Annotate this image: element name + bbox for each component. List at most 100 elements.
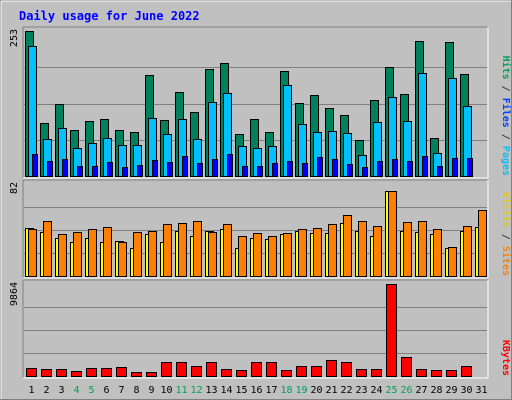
y-max-label: 9864 [9,282,20,306]
chart-panels: 253 Hits / Files / Pages 82 Visits / Sites 9… [9,26,512,379]
bar-pages-day-21 [332,159,338,177]
bar-pages-day-4 [77,166,83,177]
x-tick-label-day-6: 6 [103,385,109,396]
panel-side-label: Hits / Files / Pages [500,56,512,176]
bar-sites-day-22 [343,215,352,277]
x-tick-label-day-21: 21 [325,385,337,396]
bar-sites-day-18 [283,233,292,277]
bar-sites-day-28 [433,229,442,277]
bar-sites-day-15 [238,236,247,277]
bar-kbytes-day-10 [161,362,172,377]
x-tick-label-day-25: 25 [385,385,397,396]
x-tick-label-day-3: 3 [58,385,64,396]
bar-pages-day-11 [182,156,188,177]
x-tick-label-day-28: 28 [430,385,442,396]
bar-sites-day-4 [73,232,82,277]
bar-pages-day-13 [212,159,218,177]
bar-sites-day-25 [388,191,397,277]
side-label-part: Files [500,98,512,128]
bar-kbytes-day-1 [26,368,37,377]
bar-kbytes-day-6 [101,368,112,377]
bar-pages-day-23 [362,167,368,177]
bar-pages-day-10 [167,162,173,177]
bar-kbytes-day-7 [116,367,127,377]
bar-sites-day-11 [178,223,187,277]
bar-kbytes-day-27 [416,369,427,377]
bar-sites-day-16 [253,233,262,277]
bar-sites-day-17 [268,236,277,277]
x-tick-label-day-20: 20 [310,385,322,396]
chart-title: Daily usage for June 2022 [19,9,200,23]
x-tick-label-day-1: 1 [28,385,34,396]
x-tick-label-day-29: 29 [445,385,457,396]
bar-sites-day-12 [193,221,202,277]
y-max-label: 253 [9,29,20,47]
side-label-part: / [500,128,511,146]
bar-pages-day-6 [107,162,113,177]
bar-pages-day-29 [452,158,458,177]
bar-kbytes-day-2 [41,369,52,377]
bar-pages-day-28 [437,166,443,177]
bar-pages-day-18 [287,161,293,177]
y-max-label: 82 [9,182,20,194]
x-tick-label-day-9: 9 [148,385,154,396]
bar-kbytes-day-19 [296,366,307,377]
bar-sites-day-31 [478,210,487,277]
bar-kbytes-day-16 [251,362,262,377]
panel-side-label: KBytes [500,340,511,376]
side-label-part: / [500,228,511,246]
bar-kbytes-day-24 [371,369,382,377]
bar-pages-day-8 [137,165,143,177]
bar-kbytes-day-13 [206,362,217,377]
bar-pages-day-27 [422,156,428,177]
bar-kbytes-day-20 [311,366,322,377]
panel-pages-files-hits: 253 Hits / Files / Pages [9,26,512,179]
bar-pages-day-24 [377,161,383,177]
x-tick-label-day-15: 15 [235,385,247,396]
side-label-part: Pages [500,146,511,176]
x-tick-label-day-30: 30 [460,385,472,396]
side-label-part: KBytes [500,340,511,376]
x-tick-label-day-27: 27 [415,385,427,396]
bar-kbytes-day-17 [266,362,277,377]
x-tick-label-day-13: 13 [205,385,217,396]
bar-kbytes-day-21 [326,360,337,377]
bar-pages-day-19 [302,163,308,177]
bar-sites-day-29 [448,247,457,277]
side-label-part: Sites [500,246,512,276]
bar-pages-day-12 [197,163,203,177]
bar-kbytes-day-30 [461,366,472,377]
x-tick-label-day-14: 14 [220,385,232,396]
bar-kbytes-day-8 [131,372,142,377]
bar-pages-day-16 [257,166,263,177]
bar-kbytes-day-14 [221,369,232,377]
bar-pages-day-25 [392,159,398,177]
side-label-part: Visits [500,192,512,228]
bar-sites-day-5 [88,229,97,277]
bar-pages-day-17 [272,163,278,177]
x-tick-label-day-17: 17 [265,385,277,396]
x-tick-label-day-26: 26 [400,385,412,396]
x-tick-label-day-12: 12 [190,385,202,396]
bar-kbytes-day-9 [146,372,157,377]
bar-kbytes-day-29 [446,370,457,377]
bar-sites-day-26 [403,222,412,277]
bar-kbytes-day-23 [356,369,367,377]
bar-pages-day-14 [227,154,233,177]
bar-kbytes-day-3 [56,369,67,377]
bar-sites-day-10 [163,224,172,277]
bar-pages-day-15 [242,166,248,177]
bar-sites-day-23 [358,221,367,277]
bar-sites-day-30 [463,226,472,277]
bar-pages-day-20 [317,157,323,177]
bar-kbytes-day-25 [386,284,397,377]
bar-kbytes-day-28 [431,370,442,377]
bar-kbytes-day-22 [341,362,352,377]
bar-pages-day-7 [122,167,128,177]
x-tick-label-day-10: 10 [160,385,172,396]
bar-pages-day-9 [152,160,158,177]
bar-kbytes-day-5 [86,368,97,377]
bar-pages-day-30 [467,158,473,177]
